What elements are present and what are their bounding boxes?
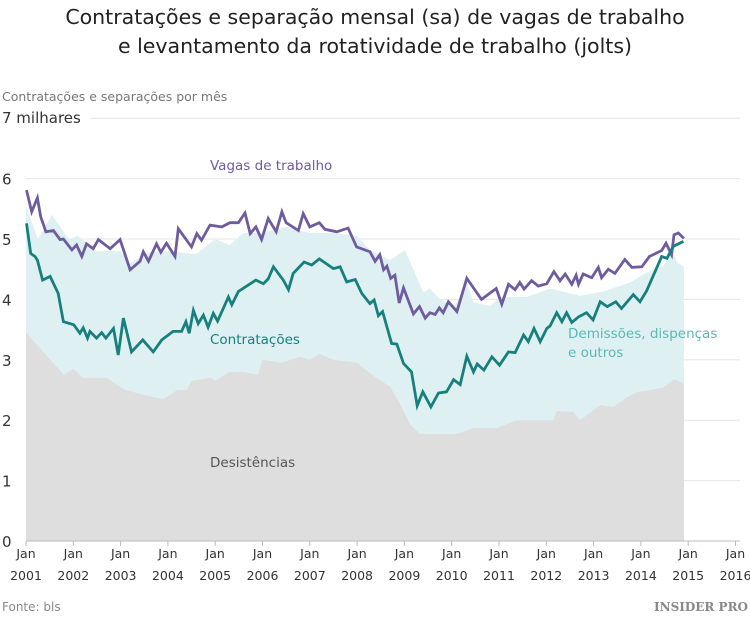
x-tick-year: 2009 [388,568,420,583]
x-tick-month: Jan [346,546,366,561]
chart-title-line-2: e levantamento da rotatividade de trabal… [118,34,632,58]
x-tick-month: Jan [15,546,35,561]
x-tick-year: 2002 [57,568,89,583]
x-tick-year: 2008 [341,568,373,583]
x-tick-year: 2007 [294,568,326,583]
x-tick-year: 2001 [10,568,42,583]
label-quits: Desistências [210,455,295,471]
lines [25,189,685,411]
x-ticks: Jan 2001 Jan 2002 Jan 2003 Jan 2004 Jan 2005 Jan 20… [10,540,750,583]
x-tick-year: 2016 [720,568,750,583]
x-tick-month: Jan [630,546,650,561]
y-tick-label: 2 [2,412,12,430]
x-tick-year: 2003 [105,568,137,583]
area-desist-ncias [26,332,684,541]
x-tick-month: Jan [252,546,272,561]
label-layoffs-1: Demissões, dispenças [568,326,717,342]
x-tick-month: Jan [583,546,603,561]
x-tick-month: Jan [157,546,177,561]
areas [26,205,684,542]
label-openings: Vagas de trabalho [210,158,332,174]
x-tick-year: 2010 [436,568,468,583]
x-tick-year: 2011 [483,568,515,583]
source-note: Fonte: bls [2,600,61,614]
y-tick-label: 5 [2,231,12,249]
x-tick-month: Jan [110,546,130,561]
x-tick-month: Jan [205,546,225,561]
x-tick-month: Jan [299,546,319,561]
insider-pro-logo: INSIDER PRO [654,600,748,614]
x-tick-year: 2014 [625,568,657,583]
line-contrata-es [25,223,685,411]
x-tick-month: Jan [725,546,745,561]
y-ticks: 0 1 2 3 4 5 6 [2,171,12,551]
label-layoffs-2: e outros [568,345,623,361]
x-tick-month: Jan [536,546,556,561]
x-tick-year: 2004 [152,568,184,583]
x-tick-year: 2006 [247,568,279,583]
y-tick-label: 3 [2,352,12,370]
x-tick-year: 2015 [672,568,704,583]
x-tick-month: Jan [394,546,414,561]
label-hires: Contratações [210,332,300,348]
x-tick-year: 2013 [578,568,610,583]
y-tick-label: 4 [2,291,12,309]
chart-title-line-1: Contratações e separação mensal (sa) de … [65,5,684,29]
x-tick-month: Jan [441,546,461,561]
y-tick-label: 6 [2,171,12,189]
x-tick-year: 2012 [530,568,562,583]
y-unit-label: 7 milhares [2,109,81,127]
line-vagas-de-trabalho [25,189,685,321]
x-tick-month: Jan [488,546,508,561]
y-tick-label: 1 [2,473,12,491]
y-tick-label: 0 [2,533,12,551]
x-tick-month: Jan [678,546,698,561]
x-tick-month: Jan [63,546,83,561]
y-axis-label: Contratações e separações por mês [2,89,227,104]
x-tick-year: 2005 [199,568,231,583]
